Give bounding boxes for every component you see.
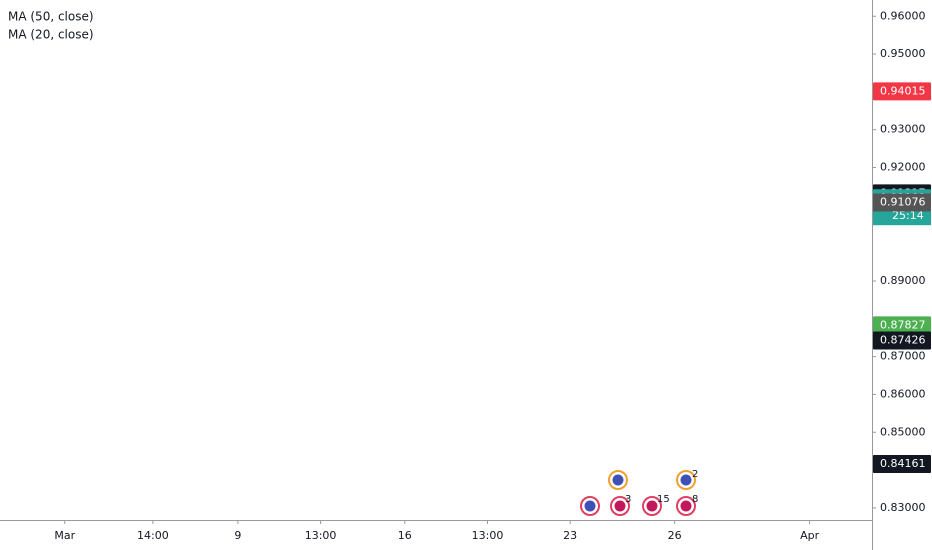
x-tick-label: 13:00	[472, 529, 504, 542]
y-tick-label: 0.87000	[880, 350, 926, 363]
x-axis-bg	[0, 520, 932, 550]
price-badge-label: 0.91076	[880, 195, 926, 208]
price-badge	[873, 193, 931, 212]
event-icon	[612, 474, 624, 486]
y-tick-label: 0.93000	[880, 123, 926, 136]
price-badge-label: 0.84161	[880, 457, 926, 470]
x-tick-label: 26	[668, 529, 682, 542]
y-tick-label: 0.83000	[880, 501, 926, 514]
countdown-badge	[873, 207, 931, 226]
x-tick-label: 23	[563, 529, 577, 542]
countdown-label: 25:14	[892, 209, 924, 222]
event-icon	[680, 500, 692, 512]
y-tick-label: 0.92000	[880, 161, 926, 174]
event-count: 15	[657, 494, 670, 505]
x-tick-label: Mar	[54, 529, 75, 542]
event-count: 8	[692, 494, 698, 505]
price-badge-label: 0.94015	[880, 84, 926, 97]
price-badge	[873, 454, 931, 473]
y-tick-label: 0.95000	[880, 47, 926, 60]
y-tick-label: 0.86000	[880, 387, 926, 400]
event-count: 3	[625, 494, 631, 505]
price-badge	[873, 316, 931, 335]
event-icon	[614, 500, 626, 512]
price-badge	[873, 82, 931, 101]
x-tick-label: 13:00	[305, 529, 337, 542]
event-count: 2	[692, 469, 698, 480]
x-tick-label: Apr	[800, 529, 820, 542]
events: 2 3 15 8	[580, 469, 698, 516]
x-tick-label: 9	[234, 529, 241, 542]
price-badge-label: 0.87827	[880, 318, 926, 331]
event-icon	[584, 500, 596, 512]
y-tick-label: 0.85000	[880, 425, 926, 438]
x-tick-label: 14:00	[137, 529, 169, 542]
price-badge	[873, 331, 931, 350]
price-badge-label: 0.87426	[880, 334, 926, 347]
y-tick-label: 0.89000	[880, 274, 926, 287]
legend-entry: MA (20, close)	[8, 28, 94, 42]
legend-entry: MA (50, close)	[8, 10, 94, 24]
event-icon	[646, 500, 658, 512]
event-icon	[680, 474, 692, 486]
x-tick-label: 16	[398, 529, 412, 542]
y-tick-label: 0.96000	[880, 9, 926, 22]
